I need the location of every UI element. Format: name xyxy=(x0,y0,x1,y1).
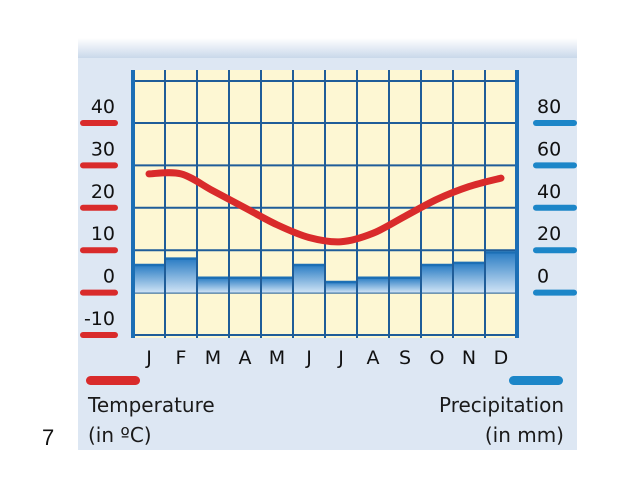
precipitation-tick-mark xyxy=(533,204,577,211)
temperature-tick-mark xyxy=(80,289,118,296)
axes xyxy=(131,70,519,338)
temperature-legend: Temperature (in ºC) xyxy=(88,390,215,450)
precipitation-bar xyxy=(134,265,164,293)
month-label: M xyxy=(205,347,221,369)
precipitation-tick-mark xyxy=(533,289,577,296)
temperature-tick-mark xyxy=(80,162,118,169)
slide-number: 7 xyxy=(42,425,55,450)
precipitation-tick-label: 20 xyxy=(537,223,561,245)
temperature-tick-label: 40 xyxy=(91,96,115,118)
precipitation-bar xyxy=(230,277,260,293)
precipitation-bar xyxy=(454,262,484,293)
panel-top-band xyxy=(78,38,577,58)
temperature-tick-mark xyxy=(80,120,118,126)
precipitation-bar xyxy=(166,258,196,293)
precipitation-bar xyxy=(358,277,388,293)
temperature-tick-label: 0 xyxy=(103,266,115,288)
month-label: F xyxy=(176,347,187,369)
precipitation-bar xyxy=(390,277,420,293)
temperature-tick-mark xyxy=(80,247,118,254)
month-label: M xyxy=(269,347,285,369)
temperature-tick-label: -10 xyxy=(84,308,115,330)
temperature-legend-title: Temperature xyxy=(88,393,215,417)
precipitation-tick-mark xyxy=(533,247,577,254)
precipitation-tick-label: 60 xyxy=(537,138,561,160)
precipitation-legend-swatch xyxy=(509,376,563,385)
temperature-line xyxy=(145,169,505,246)
precipitation-bar xyxy=(486,252,516,293)
precipitation-tick-label: 80 xyxy=(537,96,561,118)
precipitation-tick-label: 0 xyxy=(537,266,549,288)
precipitation-legend-title: Precipitation xyxy=(438,393,564,417)
month-label: D xyxy=(494,347,509,369)
month-label: N xyxy=(462,347,476,369)
precipitation-legend: Precipitation (in mm) xyxy=(439,390,564,450)
temperature-legend-swatch xyxy=(86,376,140,385)
precipitation-tick-label: 40 xyxy=(537,181,561,203)
temperature-tick-label: 10 xyxy=(91,223,115,245)
precipitation-bar xyxy=(262,277,292,293)
temperature-tick-mark xyxy=(80,332,118,338)
temperature-tick-label: 20 xyxy=(91,181,115,203)
month-label: J xyxy=(145,347,152,369)
precipitation-legend-unit: (in mm) xyxy=(484,423,564,447)
temperature-line-group xyxy=(145,169,505,246)
month-label: J xyxy=(337,347,344,369)
precipitation-bars xyxy=(134,251,516,293)
month-label: J xyxy=(305,347,312,369)
month-label: S xyxy=(399,347,411,369)
precipitation-bar xyxy=(422,265,452,293)
month-label: A xyxy=(239,347,252,369)
temperature-tick-mark xyxy=(80,204,118,211)
month-label: A xyxy=(367,347,380,369)
precipitation-bar xyxy=(198,277,228,293)
precipitation-tick-mark xyxy=(533,120,577,126)
precipitation-tick-mark xyxy=(533,162,577,169)
month-label: O xyxy=(430,347,445,369)
precipitation-bar xyxy=(326,282,356,293)
temperature-tick-label: 30 xyxy=(91,138,115,160)
temperature-legend-unit: (in ºC) xyxy=(88,423,152,447)
precipitation-bar xyxy=(294,265,324,293)
grid xyxy=(132,70,518,338)
